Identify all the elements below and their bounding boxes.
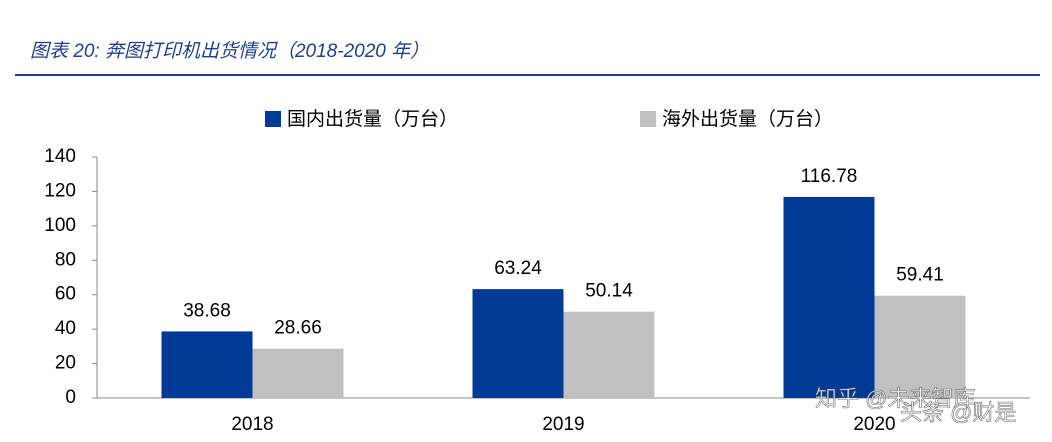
value-label: 38.68	[183, 300, 231, 321]
legend-swatch	[640, 111, 656, 127]
bar	[161, 331, 253, 398]
bar	[252, 348, 344, 398]
x-tick-label: 2018	[231, 414, 273, 435]
x-tick-label: 2019	[542, 414, 584, 435]
bar	[874, 295, 966, 398]
watermark: 知乎 @未来智库	[815, 386, 975, 411]
x-tick-label: 2020	[853, 414, 895, 435]
legend-label: 海外出货量（万台）	[662, 108, 833, 130]
value-label: 63.24	[494, 258, 542, 279]
value-label: 116.78	[801, 166, 858, 187]
legend-swatch	[265, 111, 281, 127]
y-tick-label: 60	[55, 284, 76, 305]
bar	[472, 289, 564, 398]
value-label: 28.66	[274, 318, 322, 339]
y-tick-label: 20	[55, 353, 76, 374]
bar	[563, 311, 655, 398]
y-tick-label: 100	[44, 215, 76, 236]
legend-label: 国内出货量（万台）	[287, 108, 458, 130]
y-tick-label: 80	[55, 249, 76, 270]
value-label: 59.41	[896, 265, 944, 286]
chart-title: 图表 20: 奔图打印机出货情况（2018-2020 年）	[30, 40, 429, 62]
y-tick-label: 140	[44, 146, 76, 167]
y-tick-label: 0	[65, 387, 76, 408]
watermark: 头条 @财是	[900, 400, 1016, 425]
bar	[783, 196, 875, 398]
y-tick-label: 120	[44, 180, 76, 201]
y-tick-label: 40	[55, 318, 76, 339]
value-label: 50.14	[585, 281, 633, 302]
